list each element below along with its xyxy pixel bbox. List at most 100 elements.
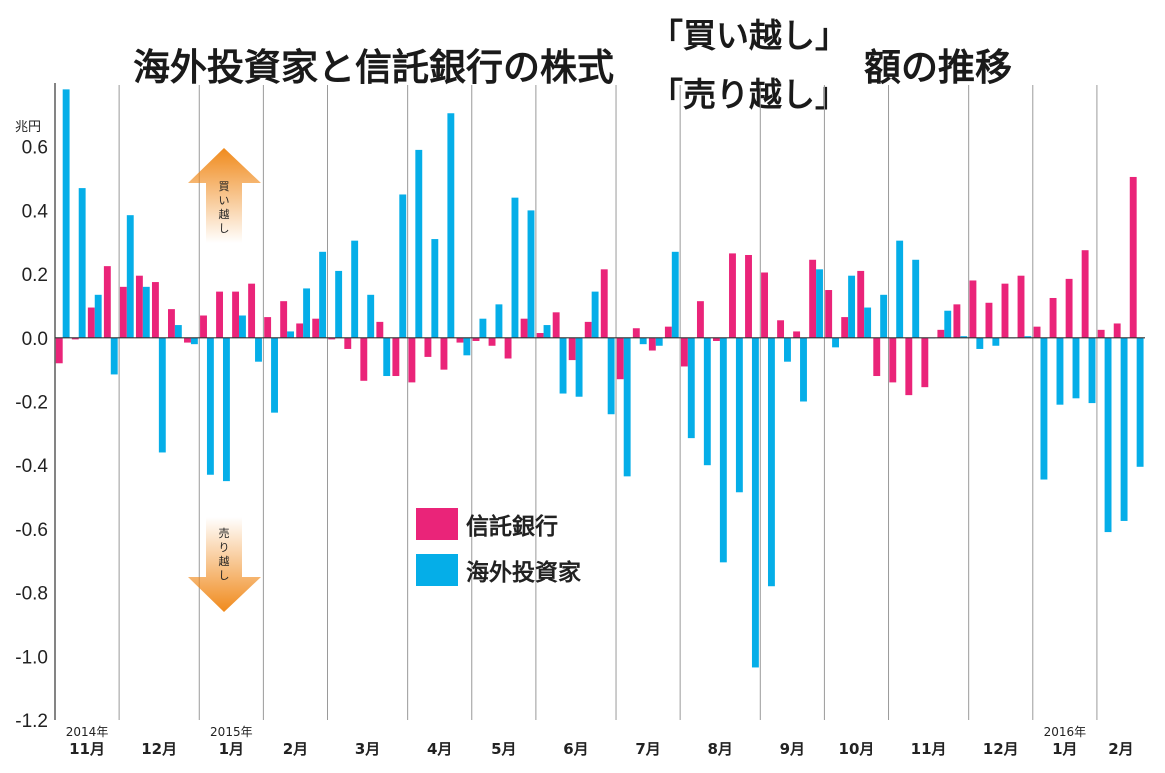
bar-foreign-investors	[719, 337, 727, 563]
month-label: 5月	[491, 740, 516, 758]
up-arrow-icon	[188, 148, 261, 243]
month-label: 9月	[780, 740, 805, 758]
bar-trust-banks	[969, 280, 977, 338]
bar-trust-banks	[696, 301, 704, 338]
bar-foreign-investors	[559, 337, 567, 394]
legend-label-trust-banks: 信託銀行	[466, 513, 558, 540]
y-tick-label: -0.6	[15, 520, 48, 541]
bar-trust-banks	[713, 337, 720, 341]
bar-trust-banks	[761, 272, 768, 338]
bar-trust-banks	[424, 337, 432, 357]
down-arrow-icon	[188, 517, 261, 612]
bar-foreign-investors	[880, 294, 888, 338]
bar-trust-banks	[729, 253, 736, 338]
bar-trust-banks	[1001, 283, 1009, 338]
bar-trust-banks	[184, 337, 191, 343]
bar-foreign-investors	[912, 259, 920, 338]
bar-trust-banks	[1017, 275, 1025, 338]
bar-foreign-investors	[671, 251, 679, 338]
bar-foreign-investors	[62, 89, 70, 338]
bar-foreign-investors	[575, 337, 583, 397]
bar-foreign-investors	[639, 337, 647, 345]
bar-trust-banks	[232, 291, 240, 338]
bar-trust-banks	[921, 337, 929, 388]
bar-foreign-investors	[206, 337, 214, 475]
bar-trust-banks	[1081, 250, 1089, 338]
bar-foreign-investors	[239, 315, 246, 338]
bar-trust-banks	[1129, 176, 1137, 338]
bar-trust-banks	[616, 337, 624, 380]
bar-trust-banks	[312, 318, 320, 338]
bar-trust-banks	[648, 337, 656, 351]
bar-foreign-investors	[655, 337, 663, 346]
bar-trust-banks	[1065, 278, 1073, 338]
title-part2: 額の推移	[864, 46, 1012, 89]
legend-swatch-foreign-investors	[416, 554, 458, 586]
bar-trust-banks	[392, 337, 400, 377]
month-label: 1月	[219, 740, 244, 758]
bars	[55, 89, 1144, 668]
y-tick-label: -0.2	[15, 393, 48, 414]
bar-foreign-investors	[78, 188, 86, 338]
bar-trust-banks	[600, 269, 608, 338]
legend-swatch-trust-banks	[416, 508, 458, 540]
bar-trust-banks	[472, 337, 480, 341]
bar-foreign-investors	[110, 337, 118, 375]
down-arrow-label: 売り越し	[219, 527, 230, 582]
bar-trust-banks	[793, 331, 801, 338]
y-tick-label: 0.0	[22, 329, 48, 350]
bar-foreign-investors	[495, 304, 503, 338]
bar-trust-banks	[937, 329, 945, 338]
bar-trust-banks	[504, 337, 512, 359]
bar-trust-banks	[809, 259, 817, 338]
bar-trust-banks	[680, 337, 688, 367]
bar-foreign-investors	[1136, 337, 1144, 467]
bar-trust-banks	[1113, 323, 1121, 338]
bar-trust-banks	[1049, 297, 1057, 338]
title-bracket-bottom: 「売り越し」	[650, 75, 848, 114]
bar-trust-banks	[552, 312, 560, 338]
month-label: 12月	[983, 740, 1019, 758]
bar-trust-banks	[440, 337, 448, 370]
bar-foreign-investors	[591, 291, 599, 338]
month-label: 11月	[911, 740, 947, 758]
bar-trust-banks	[71, 337, 79, 340]
bar-trust-banks	[568, 337, 576, 361]
bar-foreign-investors	[222, 337, 230, 482]
bar-trust-banks	[905, 337, 913, 396]
bar-trust-banks	[119, 286, 127, 338]
bar-foreign-investors	[607, 337, 615, 415]
bar-foreign-investors	[1024, 336, 1032, 338]
y-tick-label: -0.4	[15, 456, 48, 477]
chart-title: 海外投資家と信託銀行の株式 「買い越し」 「売り越し」 額の推移	[133, 16, 1012, 114]
bar-foreign-investors	[383, 337, 391, 377]
bar-foreign-investors	[126, 215, 134, 338]
bar-foreign-investors	[896, 240, 904, 338]
bar-foreign-investors	[1072, 337, 1080, 399]
bar-foreign-investors	[303, 288, 311, 338]
month-label: 11月	[69, 740, 105, 758]
bar-foreign-investors	[367, 294, 375, 338]
bar-trust-banks	[520, 318, 528, 338]
bar-foreign-investors	[447, 113, 455, 338]
bar-foreign-investors	[142, 286, 150, 338]
bar-trust-banks	[584, 321, 592, 338]
bar-trust-banks	[841, 317, 849, 338]
bar-foreign-investors	[992, 337, 1000, 346]
y-tick-label: -1.2	[15, 711, 48, 732]
month-label: 10月	[839, 740, 875, 758]
bar-foreign-investors	[399, 194, 407, 338]
year-label: 2016年	[1044, 725, 1087, 739]
bar-trust-banks	[264, 317, 272, 338]
bar-trust-banks	[376, 321, 384, 338]
bar-trust-banks	[632, 328, 640, 338]
bar-foreign-investors	[1104, 337, 1112, 533]
month-label: 2月	[283, 740, 308, 758]
bar-foreign-investors	[816, 269, 823, 338]
bar-foreign-investors	[1120, 337, 1128, 521]
bar-foreign-investors	[255, 337, 262, 362]
bar-trust-banks	[135, 275, 143, 338]
bar-trust-banks	[328, 337, 336, 340]
bar-foreign-investors	[751, 337, 759, 668]
